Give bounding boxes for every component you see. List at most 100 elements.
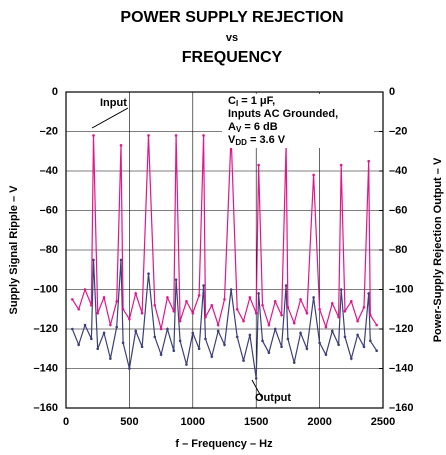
chart-title: vs	[226, 32, 238, 44]
series-point	[299, 331, 302, 335]
series-point	[257, 163, 260, 167]
series-point	[261, 339, 264, 343]
series-point	[273, 300, 277, 303]
series-point	[343, 309, 347, 313]
condition-rest: = 6 dB	[241, 121, 277, 133]
series-point	[324, 353, 328, 356]
condition-text: AV = 6 dB	[228, 121, 278, 134]
condition-main: V	[228, 134, 236, 146]
series-point	[153, 335, 157, 339]
condition-rest: = 1 μF,	[238, 95, 275, 107]
series-point	[284, 284, 288, 287]
y-tick-label: –100	[34, 283, 58, 295]
series-point	[223, 298, 226, 301]
condition-sub: V	[236, 125, 242, 134]
series-point	[90, 304, 93, 307]
x-tick-label: 1500	[244, 416, 268, 428]
series-point	[292, 321, 296, 325]
y2-tick-label: –80	[389, 244, 407, 256]
series-point	[356, 319, 359, 323]
y-tick-label: –120	[34, 323, 58, 335]
series-point	[216, 329, 220, 333]
series-point	[92, 134, 95, 137]
annotation: Output	[255, 392, 291, 404]
x-tick-label: 2500	[371, 416, 395, 428]
series-point	[202, 134, 205, 137]
condition-main: A	[228, 121, 236, 133]
series-point	[174, 278, 178, 281]
series-point	[71, 327, 74, 331]
x-tick-label: 2000	[307, 416, 331, 428]
series-point	[369, 313, 372, 317]
condition-text: CI = 1 μF,	[228, 95, 275, 108]
series-point	[159, 327, 163, 331]
x-tick-label: 0	[63, 416, 69, 428]
series-point	[343, 335, 347, 339]
series-point	[185, 300, 188, 303]
annotation-arrow	[91, 107, 129, 129]
annotation-box	[222, 94, 374, 148]
series-point	[121, 341, 125, 345]
series-point	[362, 305, 366, 309]
y2-tick-label: –20	[389, 125, 407, 137]
condition-sub: I	[236, 99, 238, 108]
series-point	[305, 347, 309, 351]
series-point	[90, 337, 93, 341]
y2-tick-label: 0	[389, 86, 395, 98]
condition-main: C	[228, 95, 236, 107]
series-point	[330, 302, 334, 305]
series-point	[191, 331, 195, 335]
series-point	[174, 134, 178, 137]
series-point	[280, 313, 283, 317]
y-tick-label: –20	[40, 125, 58, 137]
series-point	[312, 296, 315, 299]
annotation: Input	[100, 97, 127, 109]
condition-main: Inputs AC Grounded,	[228, 108, 338, 120]
series-point	[115, 300, 119, 303]
series-point	[83, 323, 87, 327]
y-tick-label: –80	[40, 244, 58, 256]
series-point	[375, 323, 378, 327]
series-point	[318, 307, 321, 311]
series-point	[362, 345, 366, 349]
series-point	[350, 300, 353, 303]
series-point	[367, 292, 370, 295]
series-point	[128, 367, 131, 370]
series-point	[216, 323, 220, 327]
series-point	[229, 288, 233, 291]
series-point	[235, 335, 239, 339]
series-point	[204, 337, 207, 341]
series-point	[286, 305, 290, 309]
series-point	[140, 311, 144, 315]
series-point	[254, 311, 258, 315]
series-point	[318, 341, 321, 345]
series-point	[166, 296, 169, 299]
series-point	[172, 349, 176, 353]
series-point	[267, 323, 271, 327]
series-point	[202, 284, 205, 287]
y2-tick-label: –140	[389, 362, 413, 374]
series-point	[77, 343, 80, 347]
series-point	[375, 349, 378, 353]
condition-rest: = 3.6 V	[247, 134, 286, 146]
series-point	[197, 347, 201, 351]
series-point	[339, 163, 343, 167]
series-point	[235, 307, 239, 311]
series-point	[178, 319, 182, 323]
series-point	[312, 173, 315, 177]
series-point	[305, 311, 309, 315]
series-point	[96, 311, 99, 315]
x-tick-label: 500	[120, 416, 138, 428]
series-point	[242, 359, 245, 362]
series-point	[223, 343, 226, 347]
series-point	[153, 304, 157, 307]
series-point	[134, 292, 138, 295]
y2-tick-label: –160	[389, 402, 413, 414]
series-point	[337, 343, 340, 347]
series-point	[92, 258, 95, 262]
series-point	[140, 345, 144, 349]
x-axis-label: f – Frequency – Hz	[175, 438, 273, 450]
condition-text: VDD = 3.6 V	[228, 134, 286, 147]
series-point	[119, 258, 123, 262]
series-point	[147, 272, 150, 276]
